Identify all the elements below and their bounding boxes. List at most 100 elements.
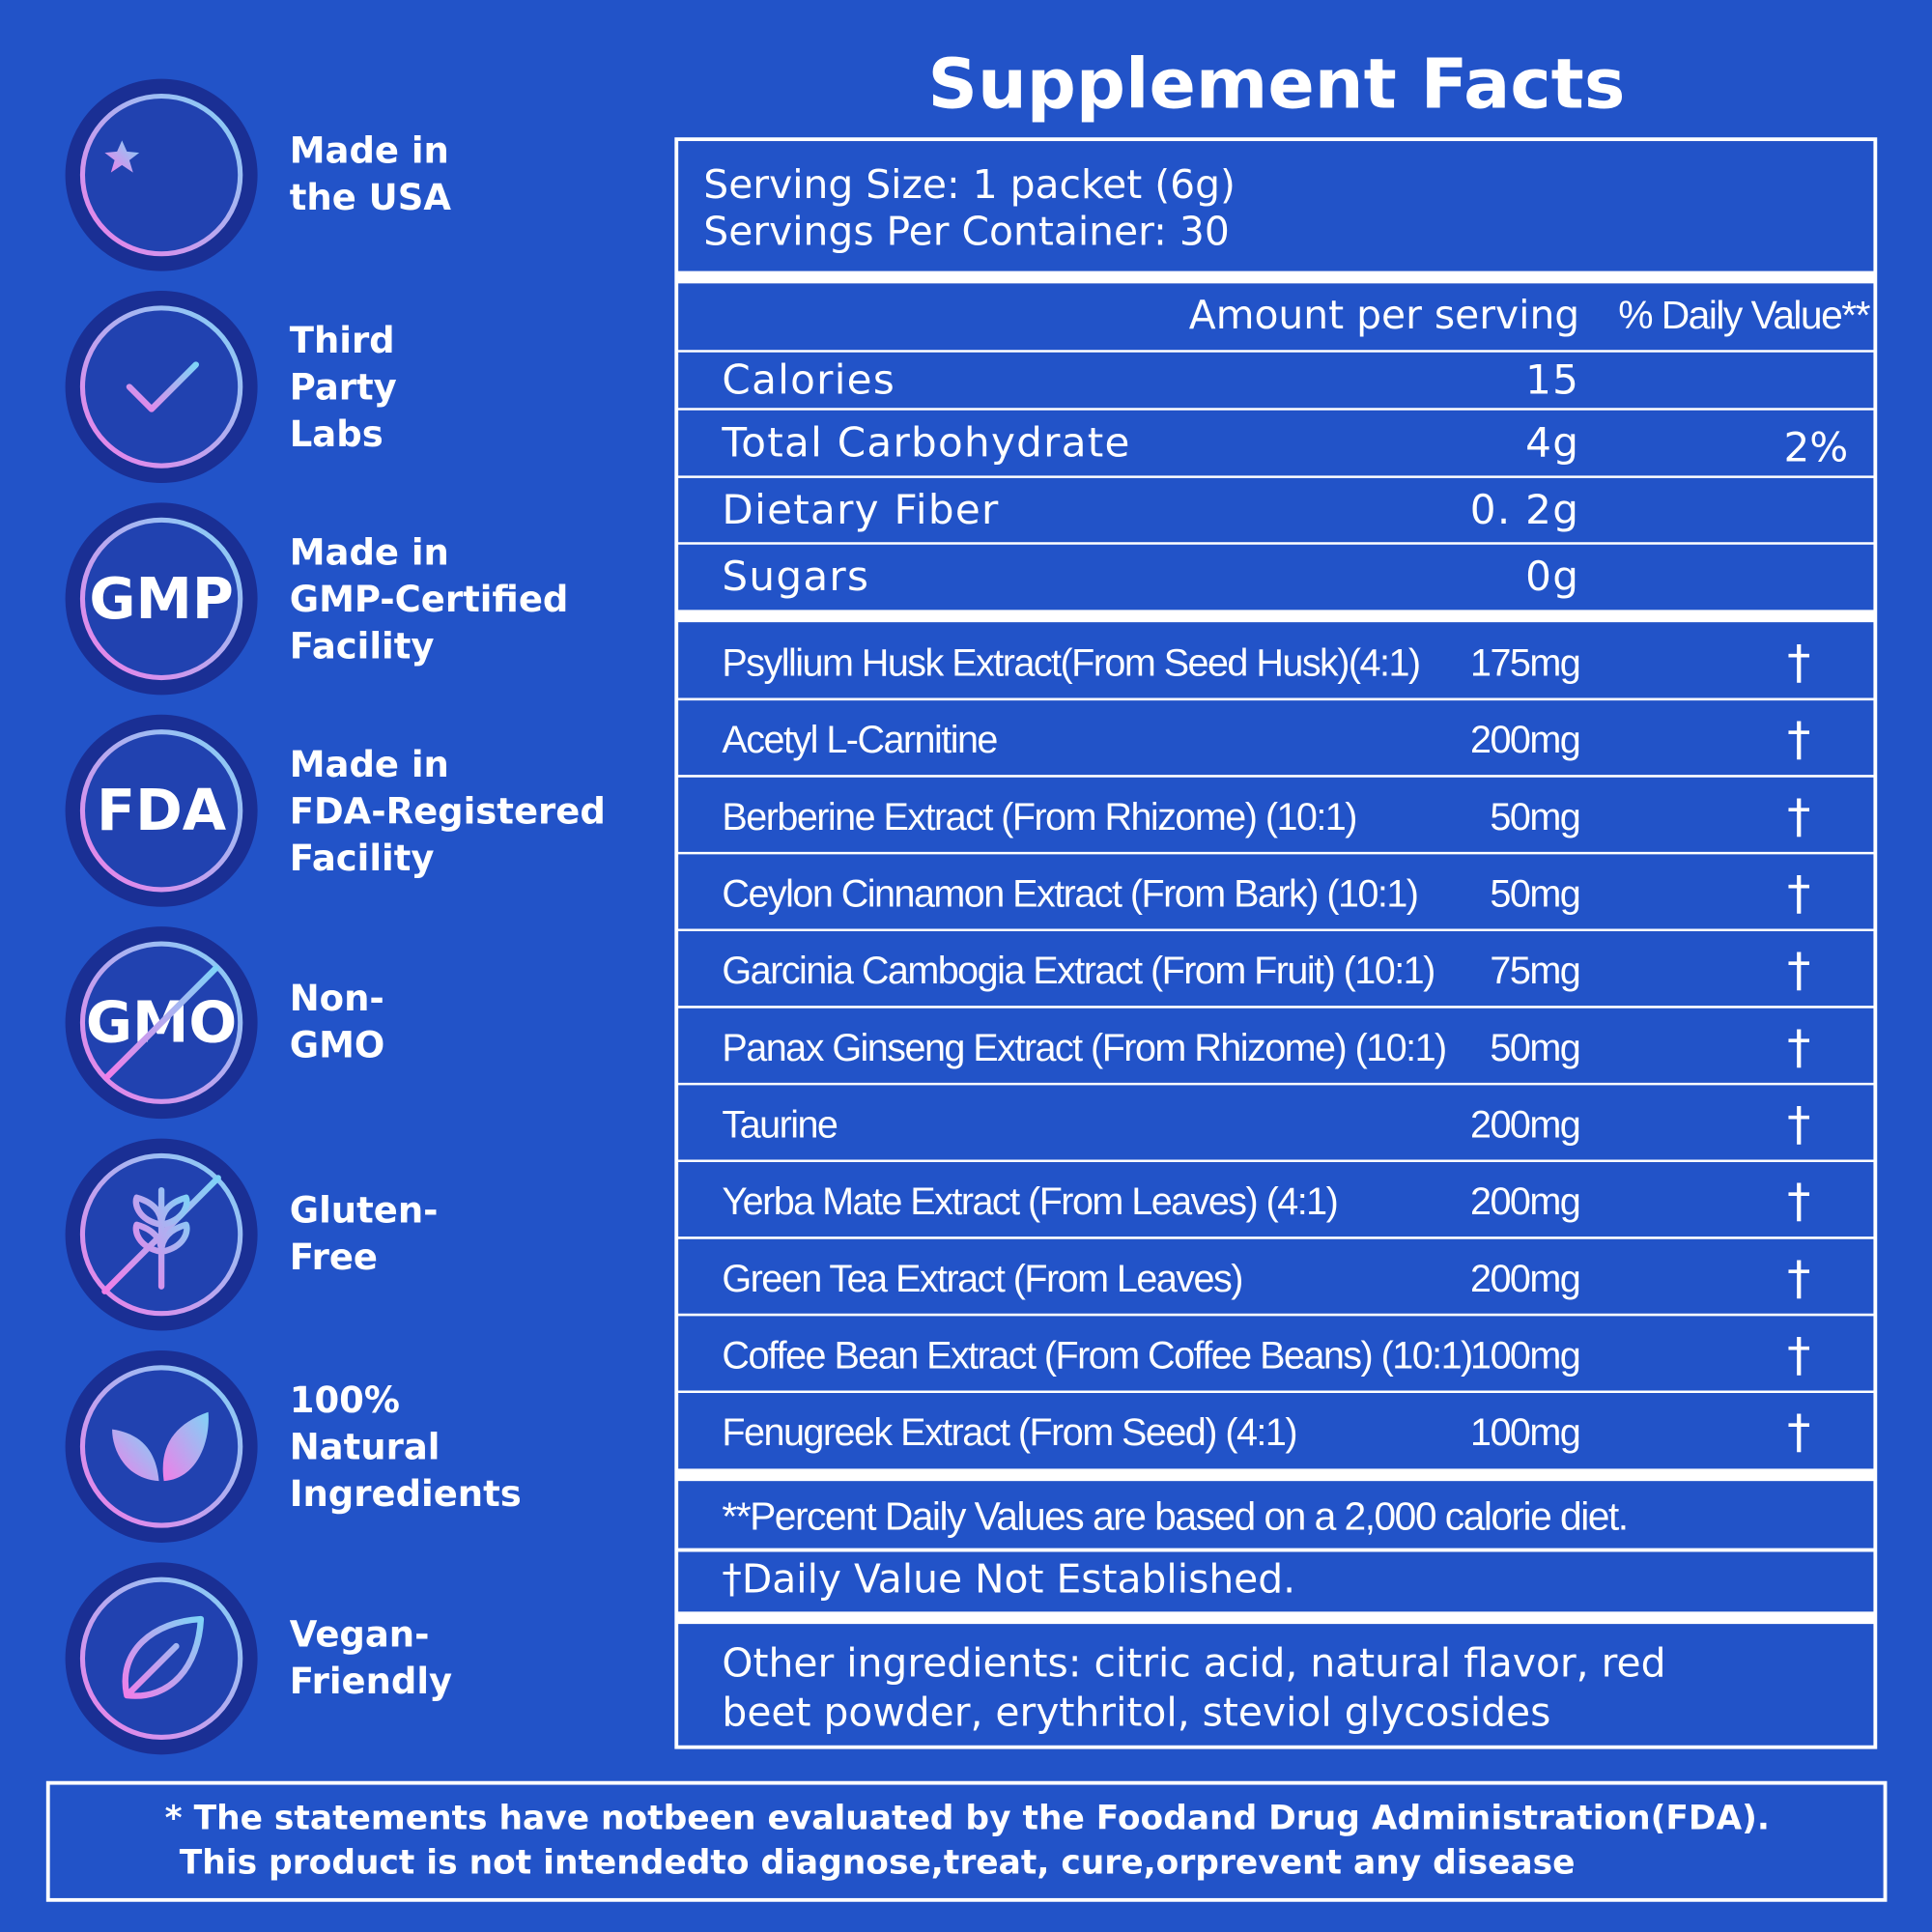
badge-label: Non- [290, 978, 384, 1019]
ingredient-dv: † [1787, 636, 1810, 690]
badge-label: 100% [290, 1379, 400, 1421]
badge-label: Gluten- [290, 1190, 439, 1232]
nutrient-amount: 0. 2g [1470, 486, 1579, 533]
badge-label: Made in [290, 744, 449, 785]
star [104, 140, 140, 173]
ingredient-amount: 175mg [1470, 642, 1579, 685]
disclaimer-box [45, 1780, 1888, 1902]
dv-header: % Daily Value** [1618, 293, 1870, 337]
nutrient-name: Sugars [722, 553, 869, 600]
servings-per-container: Servings Per Container: 30 [703, 208, 1229, 254]
ingredient-dv: † [1787, 1097, 1810, 1151]
nutrient-amount: 4g [1525, 419, 1579, 467]
ingredient-amount: 200mg [1470, 1180, 1579, 1223]
badge-label: GMP-Certified [290, 579, 569, 620]
badge-label: Natural [290, 1426, 440, 1467]
ingredient-amount: 75mg [1490, 950, 1579, 992]
leaf [162, 1411, 209, 1482]
badge [65, 291, 258, 483]
separator [676, 1468, 1876, 1482]
ingredient-name: Psyllium Husk Extract(From Seed Husk)(4:… [722, 642, 1419, 685]
ingredient-dv: † [1787, 713, 1810, 767]
ingredient-dv: † [1787, 867, 1810, 921]
badge-ring [79, 1365, 243, 1528]
badge [65, 78, 258, 271]
separator [676, 610, 1876, 623]
badge-label: Vegan- [290, 1613, 430, 1655]
badge-label: Facility [290, 838, 435, 879]
badge-label: Facility [290, 625, 435, 667]
footnote: **Percent Daily Values are based on a 2,… [722, 1493, 1627, 1538]
badge-label: Party [290, 367, 397, 409]
ingredient-name: Green Tea Extract (From Leaves) [722, 1258, 1241, 1300]
badge [65, 1138, 258, 1331]
ingredient-dv: † [1787, 1406, 1810, 1460]
other-ingredients: beet powder, erythritol, steviol glycosi… [722, 1690, 1550, 1736]
badge-ring [79, 305, 243, 469]
badge-ring [79, 729, 243, 893]
badge: GMO [65, 926, 258, 1120]
footnote: †Daily Value Not Established. [722, 1556, 1295, 1603]
badge-label: Friendly [290, 1661, 452, 1702]
badge-label: Labs [290, 413, 384, 455]
amount-header: Amount per serving [1189, 292, 1579, 338]
badge-label: Free [290, 1236, 378, 1278]
ingredient-amount: 200mg [1470, 1103, 1579, 1146]
icon-text: GMP [89, 566, 234, 632]
ingredient-amount: 50mg [1490, 1027, 1579, 1069]
badge: FDA [65, 714, 258, 907]
badge [65, 1350, 258, 1543]
nutrient-amount: 0g [1525, 553, 1579, 600]
badge-label: Made in [290, 531, 449, 573]
ingredient-dv: † [1787, 1328, 1810, 1382]
ingredient-name: Ceylon Cinnamon Extract (From Bark) (10:… [722, 872, 1417, 915]
separator [676, 270, 1876, 284]
ingredient-name: Garcinia Cambogia Extract (From Fruit) (… [722, 950, 1434, 992]
ingredient-name: Panax Ginseng Extract (From Rhizome) (10… [722, 1027, 1445, 1069]
nutrient-name: Total Carbohydrate [721, 419, 1130, 467]
ingredient-amount: 50mg [1490, 796, 1579, 838]
badge-label: Made in [290, 130, 449, 172]
badge-ring [79, 517, 243, 681]
ingredient-amount: 200mg [1470, 1258, 1579, 1300]
disclaimer: * The statements have notbeen evaluated … [165, 1799, 1770, 1837]
ingredient-name: Berberine Extract (From Rhizome) (10:1) [722, 796, 1355, 838]
wheat [132, 1186, 190, 1290]
slash [103, 965, 219, 1080]
badge-label: FDA-Registered [290, 790, 606, 832]
serving-size: Serving Size: 1 packet (6g) [703, 161, 1236, 208]
ingredient-dv: † [1787, 944, 1810, 998]
separator [676, 1611, 1876, 1625]
ingredient-name: Fenugreek Extract (From Seed) (4:1) [722, 1411, 1296, 1454]
badge: GMP [65, 502, 258, 696]
ingredient-amount: 100mg [1470, 1334, 1579, 1377]
facts-box [674, 137, 1878, 1749]
facts-title: Supplement Facts [928, 43, 1626, 124]
badge [65, 1562, 258, 1755]
ingredient-name: Coffee Bean Extract (From Coffee Beans) … [722, 1334, 1471, 1377]
nutrient-amount: 15 [1525, 356, 1579, 404]
ingredient-name: Yerba Mate Extract (From Leaves) (4:1) [722, 1180, 1337, 1223]
icon-text: FDA [97, 778, 227, 843]
ingredient-dv: † [1787, 789, 1810, 843]
nutrient-name: Calories [722, 356, 895, 404]
leaf [112, 1429, 159, 1482]
badge-label: GMO [290, 1025, 385, 1066]
ingredient-amount: 50mg [1490, 872, 1579, 915]
nutrient-name: Dietary Fiber [722, 486, 999, 533]
ingredient-name: Acetyl L-Carnitine [722, 719, 997, 761]
ingredient-dv: † [1787, 1251, 1810, 1305]
check [126, 361, 199, 412]
disclaimer: This product is not intendedto diagnose,… [180, 1843, 1576, 1882]
badge-label: Third [290, 320, 395, 361]
badge-label: the USA [290, 177, 452, 218]
other-ingredients: Other ingredients: citric acid, natural … [722, 1639, 1665, 1686]
ingredient-dv: † [1787, 1020, 1810, 1074]
ingredient-amount: 200mg [1470, 719, 1579, 761]
ingredient-dv: † [1787, 1175, 1810, 1229]
ingredient-amount: 100mg [1470, 1411, 1579, 1454]
nutrient-dv: 2% [1783, 424, 1848, 471]
leaf [122, 1615, 205, 1699]
